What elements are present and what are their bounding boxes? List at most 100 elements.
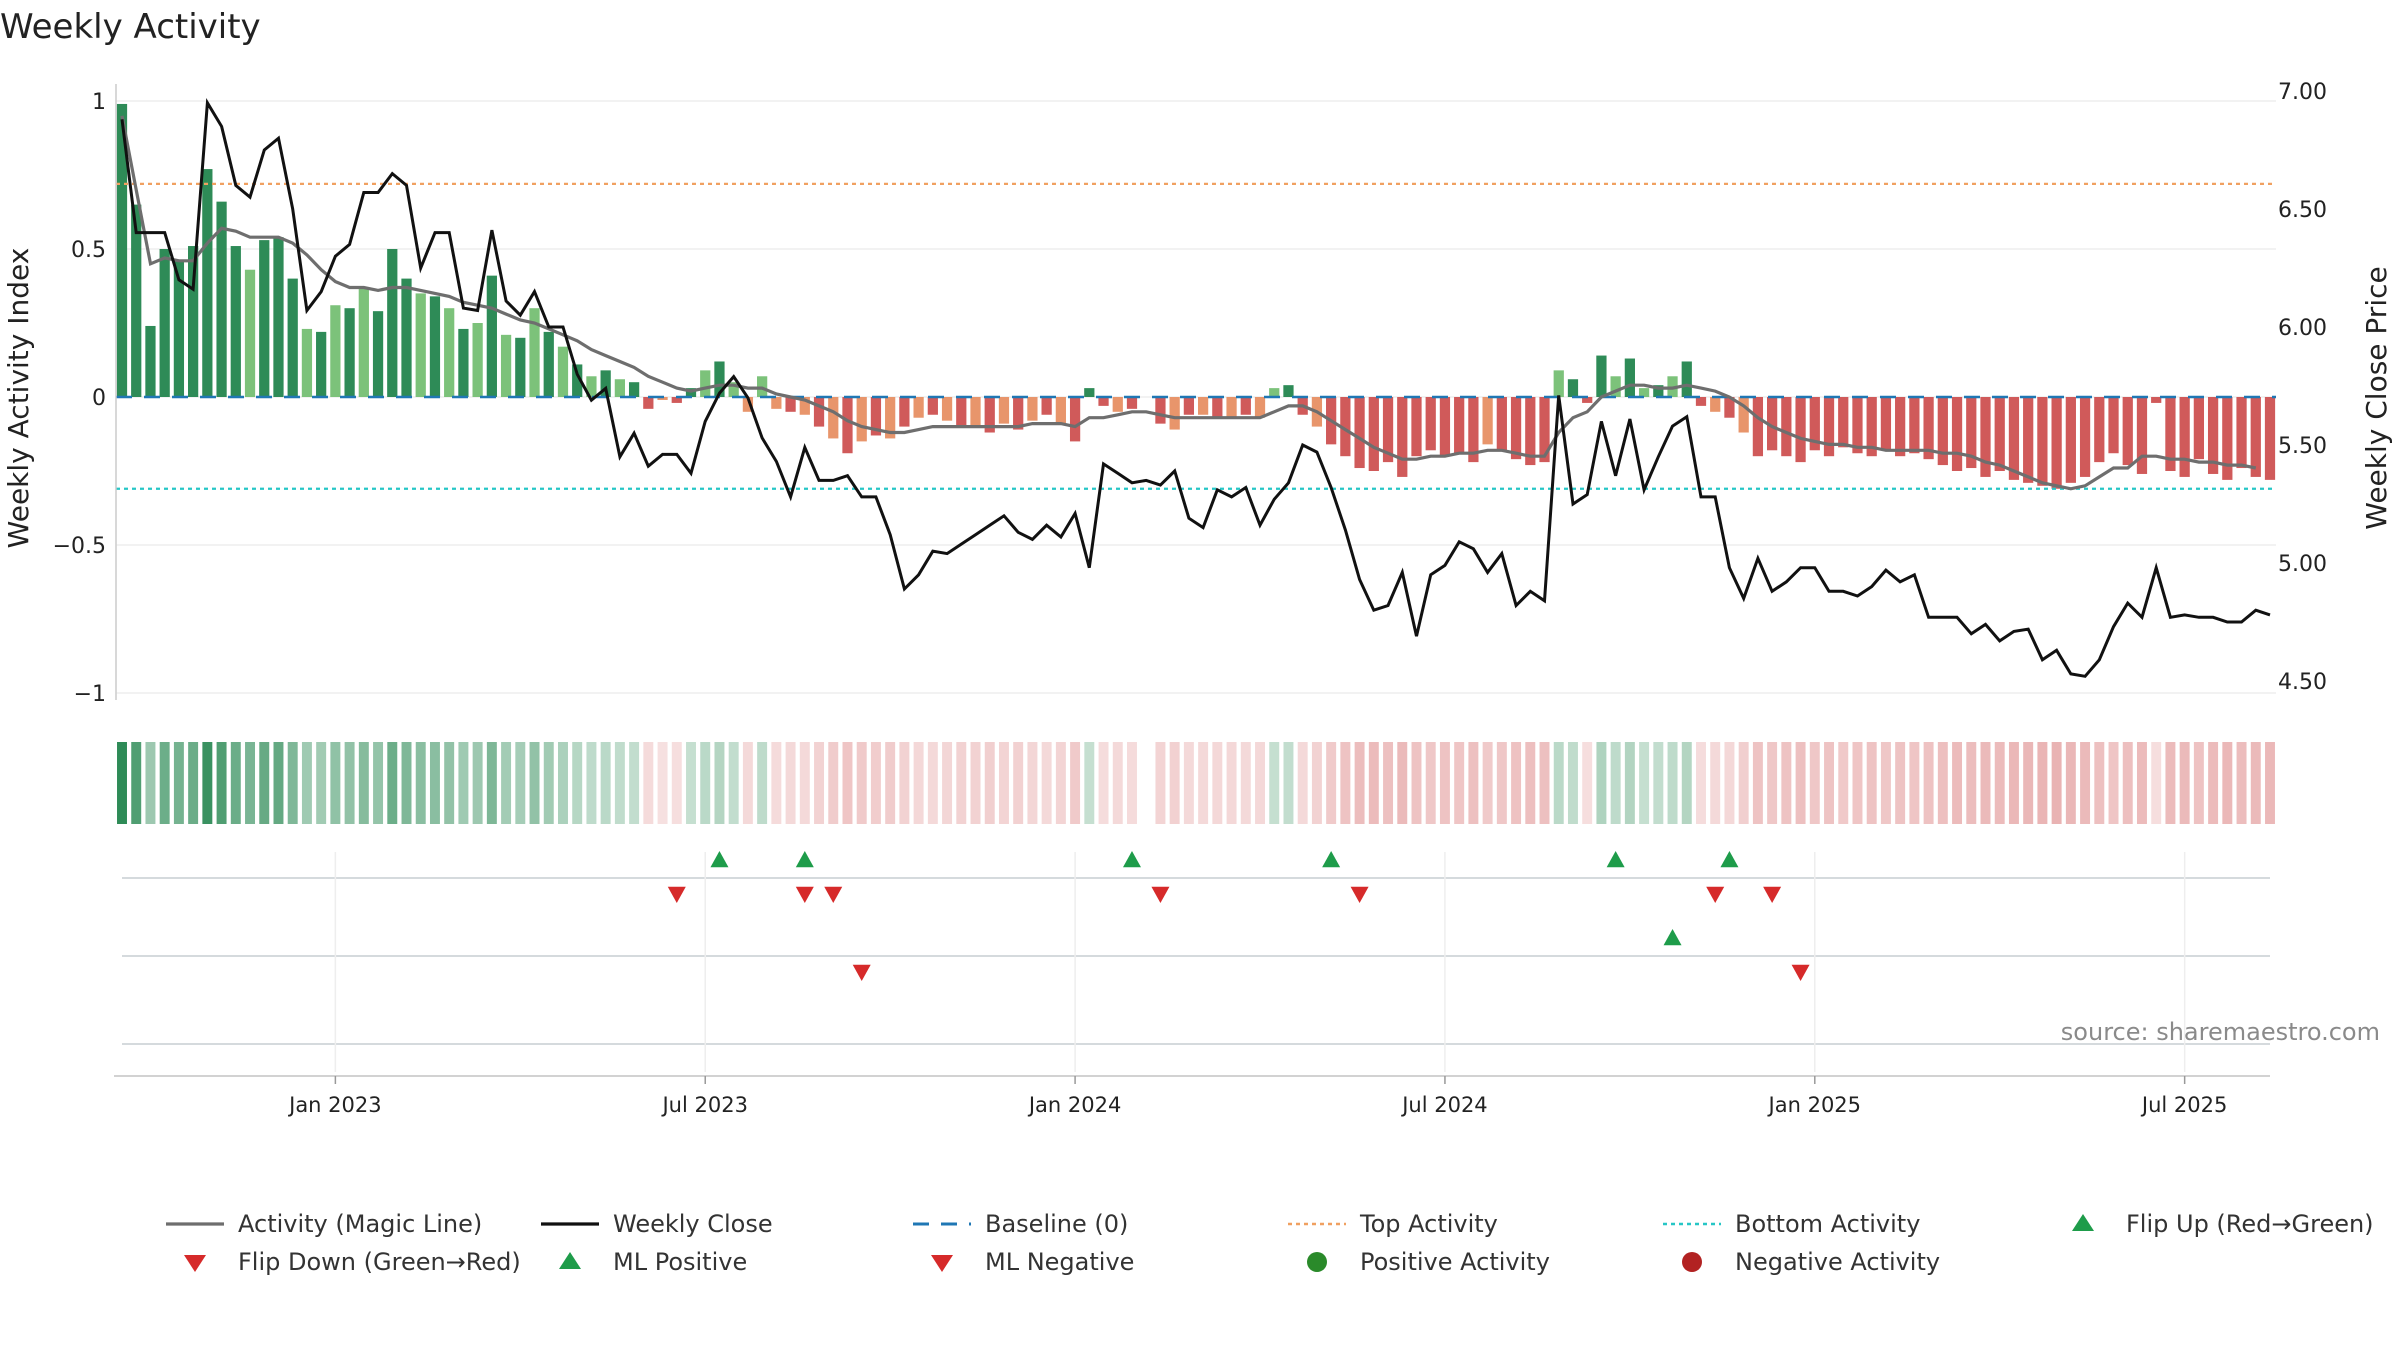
activity-bar — [1823, 397, 1835, 457]
heat-cell — [2080, 742, 2091, 824]
activity-bar — [1496, 397, 1507, 451]
activity-bar — [145, 325, 156, 397]
heat-cell — [344, 742, 355, 824]
heat-cell — [472, 742, 483, 824]
heat-cell — [2236, 742, 2247, 824]
signal-gridlines — [122, 852, 2270, 1072]
activity-bar — [1126, 397, 1138, 409]
activity-bar — [2008, 397, 2020, 480]
activity-bar — [1766, 397, 1778, 451]
y-left-tick-label: 0 — [92, 386, 106, 411]
heat-cell — [2222, 742, 2233, 824]
y-right-axis-label: Weekly Close Price — [2360, 266, 2393, 529]
legend-item: Weekly Close — [541, 1210, 773, 1238]
activity-bar — [1197, 397, 1209, 415]
heat-cell — [899, 742, 910, 824]
heat-cell — [1838, 742, 1849, 824]
heat-cell — [927, 742, 938, 824]
heat-cell — [757, 742, 768, 824]
activity-bar — [415, 293, 426, 397]
heat-cell — [159, 742, 170, 824]
activity-bar — [1382, 397, 1394, 463]
activity-bar — [1425, 397, 1436, 451]
ml-positive-marker — [1663, 929, 1682, 946]
heat-cell — [785, 742, 796, 824]
activity-bar — [301, 328, 313, 397]
activity-bar — [842, 397, 853, 454]
activity-bar — [2037, 397, 2048, 486]
activity-bar — [2023, 397, 2034, 483]
activity-bar — [1254, 397, 1266, 418]
y-left-tick-label: −0.5 — [53, 534, 106, 559]
heat-cell — [387, 742, 398, 824]
heat-cell — [316, 742, 327, 824]
heat-cell — [856, 742, 867, 824]
heat-cell — [1667, 742, 1678, 824]
heat-cell — [2023, 742, 2034, 824]
flip-up-marker — [1122, 851, 1141, 868]
activity-bar — [472, 323, 483, 397]
heat-cell — [1653, 742, 1664, 824]
activity-bar — [628, 382, 640, 397]
heat-cell — [1183, 742, 1194, 824]
ml-negative-marker — [1791, 964, 1810, 981]
activity-bar — [1027, 397, 1038, 421]
activity-bar — [1610, 376, 1621, 397]
activity-heat-strip — [117, 742, 2275, 824]
flip-up-marker — [795, 851, 814, 868]
heat-cell — [259, 742, 270, 824]
activity-bar — [1510, 397, 1522, 460]
activity-bar — [1895, 397, 1906, 457]
activity-bar — [828, 397, 839, 439]
activity-bar — [316, 331, 327, 397]
activity-bar — [1539, 397, 1550, 463]
weekly-close-series — [120, 98, 2271, 678]
heat-cell — [2151, 742, 2162, 824]
heat-cell — [2208, 742, 2219, 824]
activity-bar — [2065, 397, 2076, 483]
activity-bar — [1226, 397, 1237, 418]
heat-cell — [1724, 742, 1735, 824]
heat-cell — [956, 742, 967, 824]
legend-item: Baseline (0) — [913, 1210, 1128, 1238]
activity-bar — [1937, 397, 1948, 466]
heat-cell — [330, 742, 341, 824]
activity-bar — [1212, 397, 1223, 418]
activity-bar — [2250, 397, 2261, 477]
magic-line-series — [120, 115, 2257, 491]
activity-bar — [1525, 397, 1536, 466]
heat-cell — [1368, 742, 1379, 824]
flip-up-marker — [1606, 851, 1625, 868]
activity-bar — [543, 331, 554, 397]
heat-cell — [1824, 742, 1834, 824]
heat-cell — [885, 742, 896, 824]
heat-cell — [1781, 742, 1792, 824]
heat-cell — [1326, 742, 1337, 824]
x-tick-label: Jul 2023 — [660, 1093, 747, 1117]
y-right-ticks: 7.00 6.50 6.00 5.50 5.00 4.50 — [2278, 80, 2327, 695]
legend-item: ML Negative — [931, 1248, 1134, 1276]
activity-bar — [614, 379, 626, 397]
activity-bar — [159, 249, 170, 397]
legend-item: Activity (Magic Line) — [166, 1210, 482, 1238]
activity-bar — [2079, 397, 2091, 477]
activity-bar — [799, 397, 810, 415]
legend-item: ML Positive — [559, 1248, 747, 1276]
heat-cell — [429, 742, 440, 824]
activity-bar — [1695, 397, 1707, 406]
activity-bar — [2051, 397, 2062, 489]
heat-cell — [401, 742, 412, 824]
activity-bar — [2151, 397, 2162, 403]
activity-bar — [1710, 397, 1721, 412]
activity-bar — [785, 397, 796, 412]
activity-bar — [1340, 397, 1351, 457]
activity-bar — [515, 337, 526, 397]
activity-bar — [500, 334, 512, 397]
legend-label: Weekly Close — [613, 1210, 773, 1238]
activity-bar — [259, 240, 270, 397]
activity-bar — [244, 269, 256, 397]
y-left-tick-label: −1 — [74, 682, 106, 707]
activity-bar — [956, 397, 967, 427]
activity-bar — [1468, 397, 1479, 463]
heat-cell — [1226, 742, 1237, 824]
